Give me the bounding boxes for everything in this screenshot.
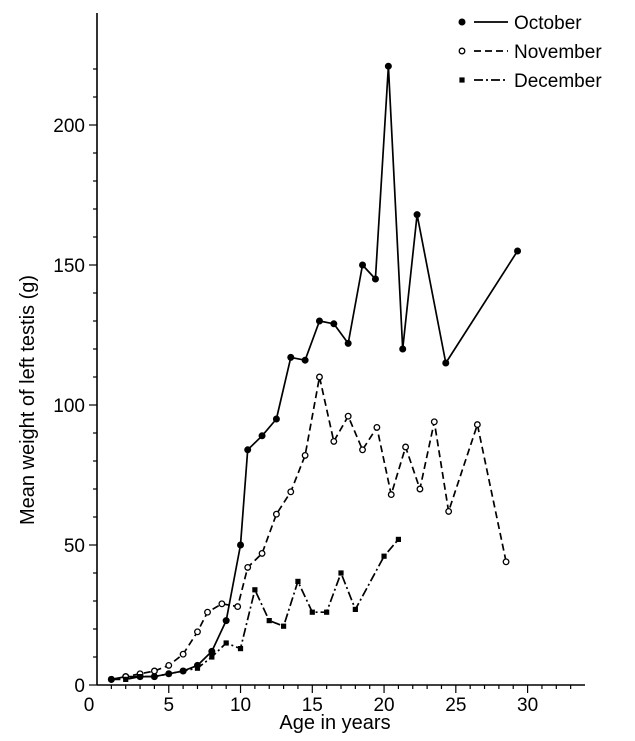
data-point-october	[371, 275, 379, 283]
data-point-december	[280, 623, 287, 629]
data-point-december	[180, 668, 186, 674]
data-point-november	[165, 661, 173, 669]
x-tick-label: 10	[230, 695, 251, 716]
data-point-december	[166, 671, 172, 677]
y-axis-title: Mean weight of left testis (g)	[17, 275, 39, 525]
axes: 0 50 100 150 200 0 5 10 15 20 25 30	[53, 13, 585, 716]
data-point-december	[151, 674, 158, 680]
data-point-november	[430, 418, 438, 426]
legend-marker-october	[458, 18, 466, 26]
legend-item-december: December	[459, 71, 602, 92]
series-line-november	[111, 376, 507, 681]
data-point-october	[399, 345, 407, 353]
series-october	[107, 62, 522, 683]
legend-item-november: November	[458, 42, 602, 63]
legend-marker-december	[459, 77, 465, 83]
data-point-november	[473, 421, 481, 429]
x-tick-label: 0	[84, 695, 95, 716]
data-point-december	[295, 578, 301, 584]
data-point-october	[344, 339, 352, 347]
x-tick-label: 5	[163, 695, 174, 716]
data-point-november	[287, 488, 295, 496]
x-tick-label: 20	[373, 695, 394, 716]
data-point-december	[338, 570, 344, 576]
data-point-november	[373, 423, 381, 431]
data-point-december	[108, 676, 114, 682]
data-point-october	[222, 617, 230, 625]
data-point-october	[315, 317, 323, 325]
y-tick-label: 100	[53, 396, 85, 417]
data-point-november	[316, 373, 323, 381]
legend-label-december: December	[514, 71, 602, 92]
data-point-november	[402, 443, 410, 451]
legend-label-november: November	[514, 42, 602, 63]
legend: October November December	[458, 13, 602, 92]
data-point-november	[387, 491, 395, 499]
data-point-december	[324, 609, 330, 615]
data-point-december	[381, 553, 387, 559]
data-point-november	[272, 510, 280, 518]
data-point-november	[258, 549, 266, 557]
data-point-october	[330, 320, 338, 328]
data-point-october	[208, 647, 216, 655]
x-tick-label: 30	[517, 695, 538, 716]
data-point-november	[445, 507, 453, 515]
data-point-october	[413, 211, 421, 219]
data-point-december	[309, 609, 315, 615]
data-point-december	[352, 606, 358, 612]
data-point-december	[137, 674, 143, 680]
data-point-november	[502, 558, 510, 566]
data-point-october	[258, 432, 266, 440]
data-point-november	[179, 650, 187, 658]
data-point-december	[395, 536, 402, 542]
data-point-december	[266, 618, 272, 624]
legend-marker-november	[458, 47, 466, 55]
data-point-december	[252, 587, 258, 593]
x-tick-label: 25	[445, 695, 466, 716]
x-axis-title: Age in years	[279, 712, 390, 734]
data-point-november	[244, 563, 252, 571]
y-tick-label: 50	[64, 536, 85, 557]
data-point-october	[384, 62, 392, 70]
data-point-november	[234, 603, 242, 611]
x-tick-label: 15	[302, 695, 323, 716]
y-tick-label: 200	[53, 116, 85, 137]
series-line-october	[111, 65, 519, 681]
data-point-october	[359, 261, 367, 269]
series-line-december	[111, 538, 400, 681]
data-point-november	[416, 485, 424, 493]
data-point-november	[301, 451, 309, 459]
data-point-october	[301, 356, 309, 364]
data-point-october	[272, 415, 280, 423]
series-november	[107, 373, 510, 683]
y-tick-label: 150	[53, 256, 85, 277]
series-december	[108, 536, 402, 682]
data-point-november	[194, 628, 201, 636]
data-point-october	[237, 541, 245, 549]
data-point-december	[209, 654, 215, 660]
data-point-november	[218, 600, 226, 608]
data-point-december	[194, 665, 201, 671]
data-point-december	[123, 676, 129, 682]
data-point-october	[514, 247, 522, 255]
data-point-november	[330, 437, 338, 445]
data-point-october	[244, 446, 252, 454]
data-point-november	[359, 446, 366, 454]
legend-label-october: October	[514, 13, 582, 34]
data-point-december	[223, 640, 229, 646]
data-point-october	[442, 359, 450, 367]
y-tick-label: 0	[74, 676, 85, 697]
data-point-november	[204, 608, 211, 616]
data-point-november	[150, 667, 158, 675]
series-layer	[107, 62, 522, 683]
legend-item-october: October	[458, 13, 582, 34]
data-point-october	[287, 353, 295, 361]
data-point-december	[237, 646, 244, 652]
data-point-november	[344, 412, 352, 420]
